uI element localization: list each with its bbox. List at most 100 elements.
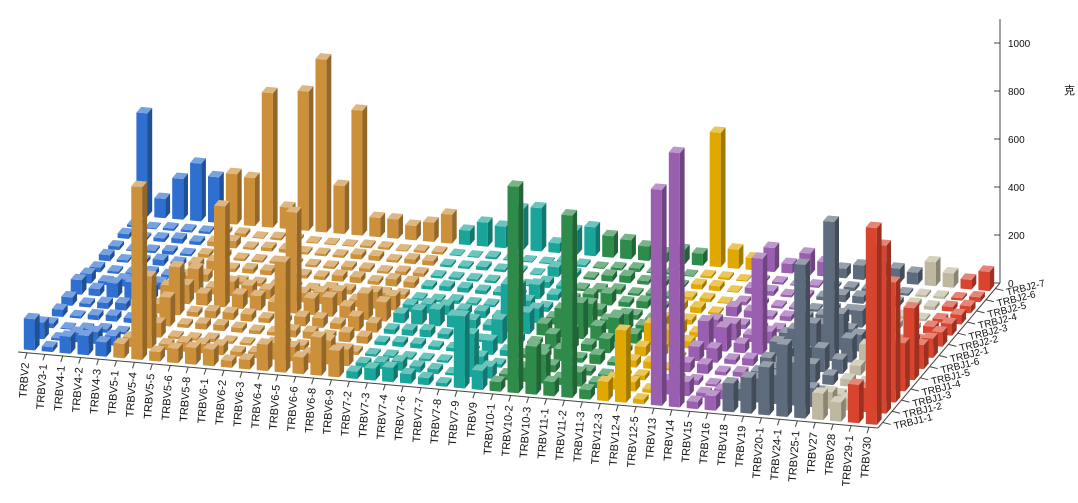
bar xyxy=(162,222,179,231)
bar-top-face xyxy=(359,239,376,246)
bar-side-face xyxy=(923,339,929,370)
x-tick-mark xyxy=(794,420,798,428)
bar xyxy=(543,375,560,397)
bar-front-face xyxy=(413,249,425,254)
bar-top-face xyxy=(104,329,121,337)
bar-side-face xyxy=(304,340,310,351)
bar-side-face xyxy=(370,263,375,273)
bar-side-face xyxy=(118,266,124,274)
bar-top-face xyxy=(688,340,705,347)
bar-front-face xyxy=(525,345,537,395)
bar-front-face xyxy=(771,305,783,309)
bar xyxy=(924,255,941,287)
bar-side-face xyxy=(395,290,401,311)
bar-side-face xyxy=(711,270,717,279)
bar xyxy=(297,85,314,231)
bar-front-face xyxy=(167,335,179,340)
bar-front-face xyxy=(368,255,380,262)
x-tick-mark xyxy=(275,374,279,382)
x-tick-mark xyxy=(687,411,691,418)
bar-side-face xyxy=(719,307,724,316)
bar-side-face xyxy=(303,351,309,375)
bar-front-face xyxy=(772,281,784,285)
bar-top-face xyxy=(136,106,153,114)
bar-front-face xyxy=(485,256,497,260)
bar-side-face xyxy=(603,262,609,269)
bar xyxy=(251,253,268,263)
bar-top-face xyxy=(400,367,416,375)
bar-top-face xyxy=(865,221,882,229)
bar-front-face xyxy=(342,244,354,247)
bar-top-face xyxy=(364,362,380,369)
bar-top-face xyxy=(706,341,723,349)
bar xyxy=(960,273,977,290)
bar-top-face xyxy=(423,216,439,223)
x-tick-mark xyxy=(812,422,816,429)
bar-top-face xyxy=(88,282,105,290)
bar-top-face xyxy=(331,269,348,276)
x-tick-label: TRBV7-7 xyxy=(411,397,426,443)
bar-top-face xyxy=(328,344,345,351)
bar-side-face xyxy=(492,361,497,379)
bar xyxy=(357,287,374,321)
bar-top-face xyxy=(458,224,475,231)
bar-front-face xyxy=(77,335,89,356)
bar-top-face xyxy=(440,258,456,266)
x-tick-label: TRBV15 xyxy=(680,421,695,463)
bar-top-face xyxy=(543,375,560,382)
bar xyxy=(365,316,382,333)
bar-front-face xyxy=(346,370,358,379)
bar-top-face xyxy=(167,342,183,349)
bar-front-face xyxy=(88,288,100,297)
bar-top-face xyxy=(449,248,466,256)
bar-side-face xyxy=(548,301,554,312)
bar-top-face xyxy=(176,335,193,343)
bar xyxy=(458,260,474,269)
bar-top-face xyxy=(405,219,421,226)
bar xyxy=(726,285,743,293)
bar xyxy=(196,287,212,306)
bar-top-face xyxy=(598,332,615,339)
bar-side-face xyxy=(207,288,212,306)
bar-front-face xyxy=(113,343,125,359)
bar-front-face xyxy=(632,398,644,405)
bar-top-face xyxy=(574,258,591,265)
bar xyxy=(484,274,501,284)
y-tick-mark xyxy=(920,377,929,381)
bar-front-face xyxy=(412,272,424,277)
bar-top-face xyxy=(627,287,644,294)
bar-top-face xyxy=(204,304,221,312)
bar-top-face xyxy=(305,258,322,266)
z-tick-label: 1000 xyxy=(1008,39,1031,50)
bar-front-face xyxy=(467,255,479,258)
bar xyxy=(51,303,68,317)
bar-front-face xyxy=(115,302,127,311)
bar-top-face xyxy=(758,360,775,368)
bar xyxy=(356,330,373,344)
bar-top-face xyxy=(580,338,597,345)
bar-front-face xyxy=(776,344,788,417)
bar-side-face xyxy=(592,339,597,352)
bar-side-face xyxy=(594,272,600,281)
bar xyxy=(324,237,340,246)
bar-top-face xyxy=(401,323,418,330)
bar-front-face xyxy=(458,229,470,246)
bar-front-face xyxy=(521,260,533,263)
bar-front-face xyxy=(97,302,109,309)
bar-side-face xyxy=(692,291,698,301)
bar-top-face xyxy=(582,287,599,295)
bar-side-face xyxy=(388,265,393,274)
bar-top-face xyxy=(105,309,122,316)
bar xyxy=(400,367,416,384)
bar-side-face xyxy=(402,355,408,371)
bar-top-face xyxy=(831,353,848,360)
bar-side-face xyxy=(412,351,417,360)
bar-top-face xyxy=(539,256,555,263)
bar xyxy=(579,383,595,400)
bar-front-face xyxy=(351,109,363,236)
bar-front-face xyxy=(448,276,460,281)
bar-top-face xyxy=(351,104,368,111)
bar-front-face xyxy=(153,237,165,243)
bar-top-face xyxy=(158,337,175,345)
bar-side-face xyxy=(151,271,157,349)
